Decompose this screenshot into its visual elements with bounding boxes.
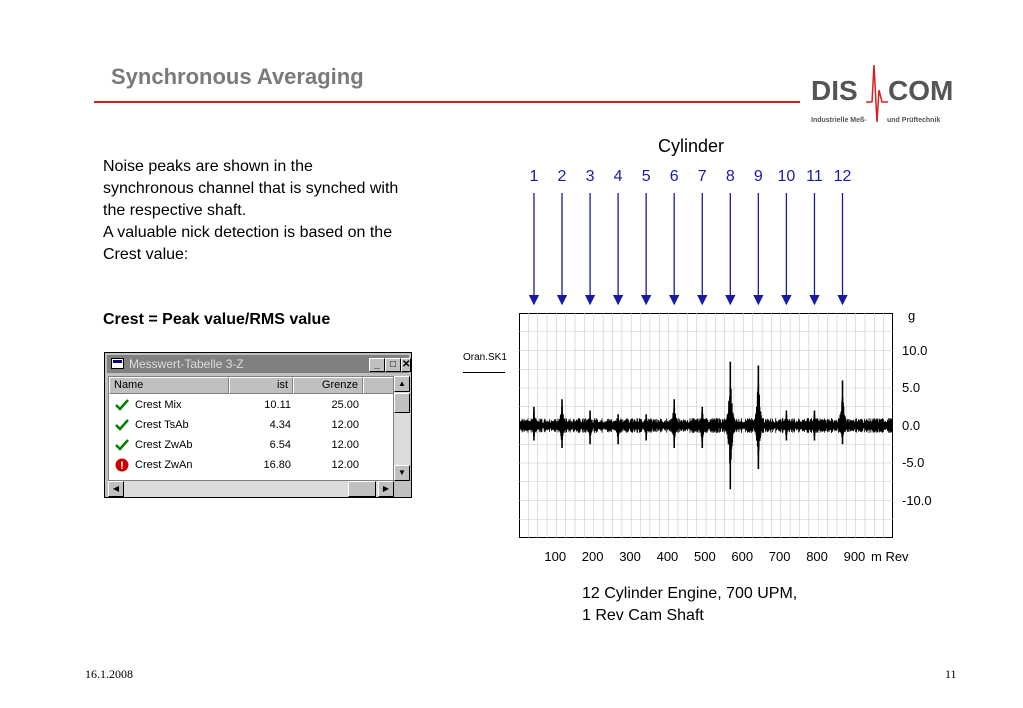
table-row[interactable]: ! Crest ZwAn 16.80 12.00 (109, 455, 393, 475)
channel-label: Oran.SK1 (463, 352, 507, 363)
chart-title: Cylinder (658, 136, 725, 156)
caption-line: 12 Cylinder Engine, 700 UPM, (582, 585, 798, 602)
table-window: Messwert-Tabelle 3-Z _ □ ✕ Name ist Gren… (104, 352, 412, 498)
cylinder-label: 2 (557, 168, 567, 185)
cylinder-label: 7 (697, 168, 707, 185)
table-cell-name: Crest ZwAn (135, 459, 193, 471)
footer-date: 16.1.2008 (85, 667, 133, 681)
scroll-hthumb[interactable] (348, 481, 376, 497)
x-tick-label: 700 (768, 549, 791, 564)
logo-sub-right: und Prüftechnik (887, 117, 941, 124)
signal-trace (519, 375, 893, 485)
description-line: the respective shaft. (103, 202, 247, 219)
y-tick-label: 5.0 (902, 380, 921, 395)
signal-plot (519, 313, 893, 538)
y-tick-label: 10.0 (902, 342, 928, 358)
logo-sub-left: Industrielle Meß- (811, 117, 867, 124)
x-tick-label: 100 (544, 549, 567, 564)
x-tick-label: 800 (806, 549, 828, 564)
table-cell-name: Crest TsAb (135, 419, 189, 431)
x-tick-label: 300 (619, 549, 641, 564)
x-tick-label: 600 (731, 549, 754, 564)
page-number: 11 (945, 667, 957, 681)
table-row[interactable]: Crest ZwAb 6.54 12.00 (109, 435, 393, 455)
scroll-right-button[interactable]: ▶ (378, 481, 394, 497)
description-line: Noise peaks are shown in the (103, 158, 313, 175)
cylinder-label: 12 (833, 168, 852, 185)
vertical-scrollbar[interactable]: ▲ ▼ (394, 376, 410, 481)
x-unit-label: m Rev (871, 549, 909, 564)
chart-caption: 12 Cylinder Engine, 700 UPM, 1 Rev Cam S… (582, 583, 797, 627)
y-tick-label: 0.0 (902, 417, 921, 433)
column-header-ist[interactable]: ist (229, 377, 293, 394)
cylinder-label: 4 (613, 168, 623, 185)
window-titlebar[interactable]: Messwert-Tabelle 3-Z _ □ ✕ (107, 355, 411, 373)
scroll-up-button[interactable]: ▲ (394, 376, 410, 392)
alarm-icon: ! (115, 458, 129, 472)
table-body: Name ist Grenze Crest Mix 10.11 25.00 Crest… (108, 376, 394, 481)
x-tick-label: 200 (581, 549, 604, 564)
crest-formula: Crest = Peak value/RMS value (103, 311, 331, 328)
close-button[interactable]: ✕ (401, 358, 411, 372)
table-cell-grenze: 25.00 (331, 399, 359, 411)
logo-text-right: COM (888, 75, 953, 106)
discom-logo: DIS COM (811, 64, 953, 123)
maximize-button[interactable]: □ (385, 358, 401, 372)
caption-line: 1 Rev Cam Shaft (582, 607, 704, 624)
table-row[interactable]: Crest Mix 10.11 25.00 (109, 395, 393, 415)
table-cell-ist: 16.80 (263, 459, 291, 471)
y-tick-label: -10.0 (902, 492, 932, 508)
window-system-icon[interactable] (111, 358, 124, 369)
window-title: Messwert-Tabelle 3-Z (129, 357, 244, 371)
title-divider (94, 101, 800, 103)
check-ok-icon (115, 439, 129, 451)
scroll-left-button[interactable]: ◀ (108, 481, 124, 497)
cylinder-label: 1 (529, 168, 539, 185)
table-cell-ist: 10.11 (264, 399, 291, 411)
y-tick-label: -5.0 (902, 455, 925, 470)
description-text: Noise peaks are shown in the synchronous… (103, 156, 453, 266)
description-line: A valuable nick detection is based on th… (103, 224, 393, 241)
cylinder-label: 6 (669, 168, 679, 185)
cylinder-label: 3 (585, 168, 595, 185)
scroll-down-button[interactable]: ▼ (394, 465, 410, 481)
horizontal-scrollbar[interactable]: ◀ ▶ (108, 481, 394, 497)
scroll-thumb[interactable] (394, 393, 410, 413)
cylinder-label: 8 (725, 168, 735, 185)
x-tick-label: 400 (656, 549, 679, 564)
logo-wave (866, 64, 888, 123)
logo-text-left: DIS (811, 75, 858, 106)
cylinder-label: 10 (777, 168, 796, 185)
table-row[interactable]: Crest TsAb 4.34 12.00 (109, 415, 393, 435)
svg-text:!: ! (120, 460, 124, 472)
channel-label-underline (463, 372, 505, 373)
check-ok-icon (115, 399, 129, 411)
minimize-button[interactable]: _ (369, 358, 385, 372)
description-line: Crest value: (103, 246, 189, 263)
x-tick-label: 900 (843, 549, 866, 564)
column-header-name[interactable]: Name (109, 377, 229, 394)
table-cell-grenze: 12.00 (331, 439, 359, 451)
cylinder-label: 11 (806, 168, 823, 185)
description-line: synchronous channel that is synched with (103, 180, 399, 197)
column-header-grenze[interactable]: Grenze (293, 377, 363, 394)
table-cell-name: Crest ZwAb (135, 439, 193, 451)
table-cell-name: Crest Mix (135, 399, 182, 411)
cylinder-label: 5 (641, 168, 651, 185)
cylinder-label: 9 (753, 168, 763, 185)
table-cell-ist: 4.34 (269, 419, 291, 431)
table-cell-ist: 6.54 (269, 439, 291, 451)
table-cell-grenze: 12.00 (331, 459, 359, 471)
slide-title: Synchronous Averaging (111, 64, 364, 89)
check-ok-icon (115, 419, 129, 431)
table-cell-grenze: 12.00 (331, 419, 359, 431)
column-header-filler (363, 377, 393, 394)
x-tick-label: 500 (694, 549, 716, 564)
y-unit-label: g (908, 308, 916, 323)
